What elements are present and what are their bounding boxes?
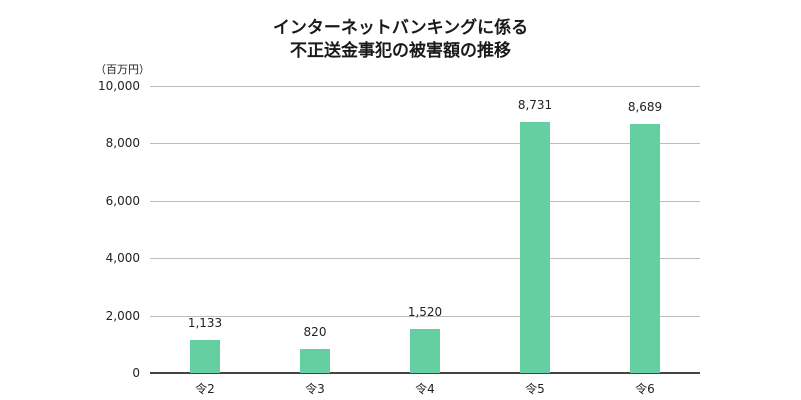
bar-value-label: 8,689 <box>627 99 663 114</box>
chart-title: インターネットバンキングに係る 不正送金事犯の被害額の推移 <box>0 17 801 63</box>
chart-title-line-1: インターネットバンキングに係る <box>272 18 529 38</box>
y-tick-label: 6,000 <box>105 193 140 208</box>
bar <box>300 349 330 373</box>
bar-value-label: 1,520 <box>407 305 443 320</box>
x-tick-label: 令2 <box>195 382 215 396</box>
bar <box>410 329 440 373</box>
gridline <box>150 200 700 202</box>
bar <box>520 122 550 373</box>
chart-title-line-2: 不正送金事犯の被害額の推移 <box>290 41 511 61</box>
x-tick-label: 令5 <box>525 382 545 396</box>
y-tick-label: 10,000 <box>98 79 140 93</box>
y-axis-unit-label: （百万円） <box>95 63 150 76</box>
bar <box>630 123 660 373</box>
y-tick-label: 8,000 <box>105 136 140 151</box>
bar-value-label: 1,133 <box>187 316 223 331</box>
bar-value-label: 820 <box>303 325 327 340</box>
y-tick-label: 0 <box>132 366 140 380</box>
bar <box>190 340 220 373</box>
gridline <box>150 315 700 317</box>
gridline <box>150 143 700 145</box>
plot-area: 1,133 820 1,520 8,731 8,689 <box>150 86 700 374</box>
x-axis-baseline <box>150 372 700 374</box>
x-tick-label: 令6 <box>635 382 655 396</box>
bar-value-label: 8,731 <box>517 98 553 113</box>
y-tick-label: 2,000 <box>105 308 140 323</box>
gridline <box>150 258 700 260</box>
gridline <box>150 86 700 87</box>
x-tick-label: 令4 <box>415 382 435 396</box>
y-tick-label: 4,000 <box>105 251 140 266</box>
x-tick-label: 令3 <box>305 382 325 396</box>
